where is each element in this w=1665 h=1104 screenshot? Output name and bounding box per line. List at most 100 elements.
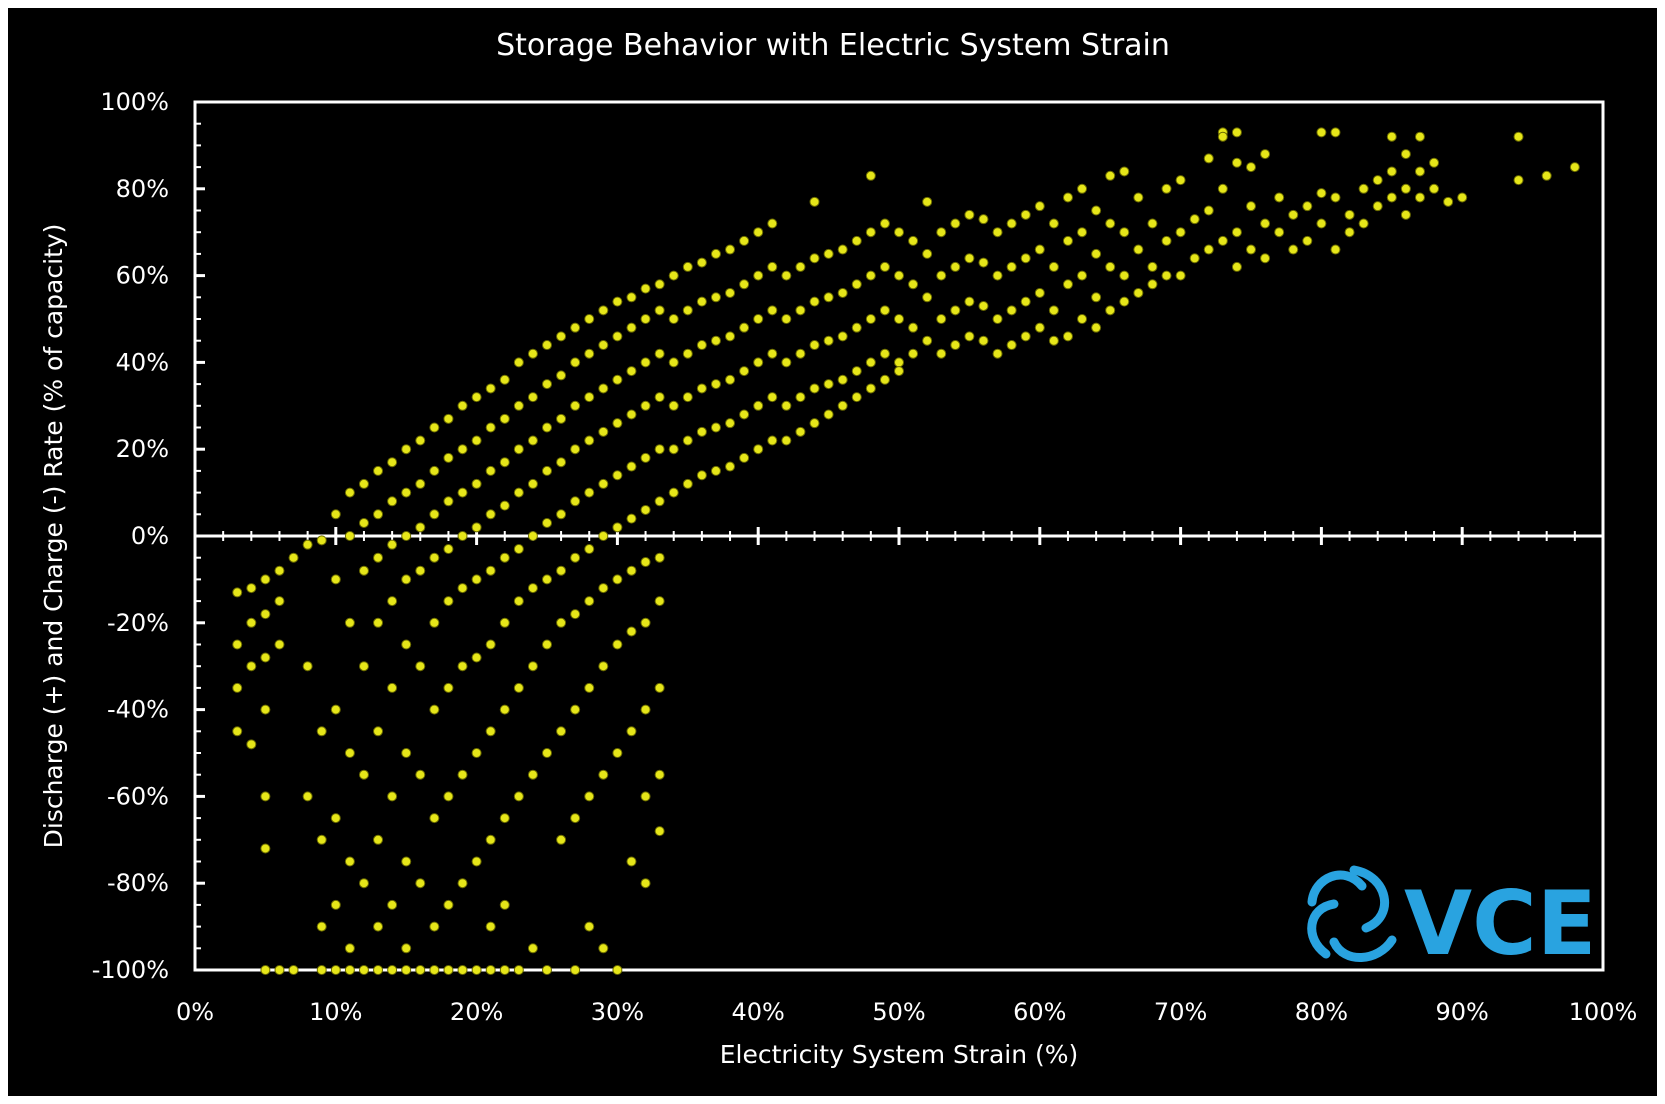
- scatter-point: [1007, 262, 1016, 271]
- scatter-point: [993, 228, 1002, 237]
- scatter-point: [500, 966, 509, 975]
- scatter-point: [923, 293, 932, 302]
- scatter-point: [1514, 132, 1523, 141]
- scatter-point: [1106, 171, 1115, 180]
- scatter-point: [599, 662, 608, 671]
- scatter-point: [1190, 254, 1199, 263]
- scatter-point: [683, 262, 692, 271]
- scatter-point: [726, 332, 735, 341]
- scatter-point: [500, 814, 509, 823]
- scatter-point: [824, 293, 833, 302]
- scatter-point: [388, 458, 397, 467]
- x-tick-label: 90%: [1436, 998, 1489, 1026]
- scatter-point: [458, 532, 467, 541]
- scatter-point: [1190, 215, 1199, 224]
- scatter-point: [585, 792, 594, 801]
- scatter-point: [458, 770, 467, 779]
- scatter-point: [627, 514, 636, 523]
- scatter-point: [1021, 297, 1030, 306]
- scatter-point: [275, 597, 284, 606]
- scatter-point: [1007, 219, 1016, 228]
- scatter-point: [796, 393, 805, 402]
- scatter-point: [627, 627, 636, 636]
- scatter-point: [402, 944, 411, 953]
- scatter-point: [571, 358, 580, 367]
- scatter-point: [571, 323, 580, 332]
- scatter-point: [697, 258, 706, 267]
- scatter-point: [1247, 245, 1256, 254]
- scatter-point: [866, 384, 875, 393]
- scatter-point: [317, 922, 326, 931]
- scatter-point: [613, 640, 622, 649]
- scatter-point: [317, 727, 326, 736]
- x-tick-label: 70%: [1154, 998, 1207, 1026]
- scatter-point: [233, 640, 242, 649]
- scatter-point: [641, 401, 650, 410]
- scatter-point: [402, 749, 411, 758]
- scatter-point: [247, 740, 256, 749]
- scatter-point: [458, 584, 467, 593]
- scatter-point: [880, 262, 889, 271]
- scatter-point: [711, 293, 720, 302]
- scatter-point: [359, 479, 368, 488]
- scatter-point: [810, 384, 819, 393]
- scatter-point: [331, 705, 340, 714]
- scatter-point: [711, 336, 720, 345]
- scatter-point: [430, 705, 439, 714]
- scatter-point: [1035, 323, 1044, 332]
- scatter-point: [275, 966, 284, 975]
- scatter-point: [669, 445, 678, 454]
- swirl-icon: [1312, 870, 1392, 958]
- scatter-point: [1289, 210, 1298, 219]
- scatter-point: [514, 445, 523, 454]
- scatter-point: [444, 453, 453, 462]
- scatter-point: [458, 662, 467, 671]
- scatter-point: [740, 410, 749, 419]
- scatter-point: [613, 523, 622, 532]
- x-tick-label: 40%: [732, 998, 785, 1026]
- scatter-point: [472, 575, 481, 584]
- scatter-point: [683, 306, 692, 315]
- scatter-point: [1514, 176, 1523, 185]
- scatter-point: [711, 380, 720, 389]
- scatter-point: [247, 618, 256, 627]
- scatter-point: [1035, 245, 1044, 254]
- scatter-point: [458, 488, 467, 497]
- y-tick-label: 0%: [131, 522, 169, 550]
- scatter-point: [1261, 219, 1270, 228]
- scatter-point: [289, 966, 298, 975]
- scatter-point: [374, 922, 383, 931]
- scatter-point: [838, 332, 847, 341]
- scatter-point: [402, 575, 411, 584]
- scatter-point: [599, 427, 608, 436]
- scatter-point: [866, 271, 875, 280]
- scatter-point: [472, 436, 481, 445]
- scatter-point: [641, 315, 650, 324]
- scatter-point: [1289, 245, 1298, 254]
- scatter-point: [374, 618, 383, 627]
- scatter-point: [852, 323, 861, 332]
- scatter-point: [514, 358, 523, 367]
- scatter-point: [1345, 228, 1354, 237]
- scatter-point: [754, 315, 763, 324]
- scatter-point: [1021, 332, 1030, 341]
- scatter-point: [1331, 128, 1340, 137]
- scatter-point: [613, 575, 622, 584]
- scatter-point: [444, 497, 453, 506]
- scatter-point: [937, 271, 946, 280]
- scatter-point: [937, 349, 946, 358]
- scatter-point: [1542, 171, 1551, 180]
- scatter-point: [641, 558, 650, 567]
- scatter-point: [655, 393, 664, 402]
- scatter-point: [1247, 163, 1256, 172]
- scatter-point: [824, 249, 833, 258]
- scatter-point: [768, 306, 777, 315]
- scatter-point: [740, 367, 749, 376]
- scatter-point: [557, 414, 566, 423]
- y-tick-label: 80%: [116, 175, 169, 203]
- scatter-point: [923, 249, 932, 258]
- scatter-point: [430, 966, 439, 975]
- scatter-point: [1317, 128, 1326, 137]
- scatter-point: [1415, 132, 1424, 141]
- scatter-point: [655, 280, 664, 289]
